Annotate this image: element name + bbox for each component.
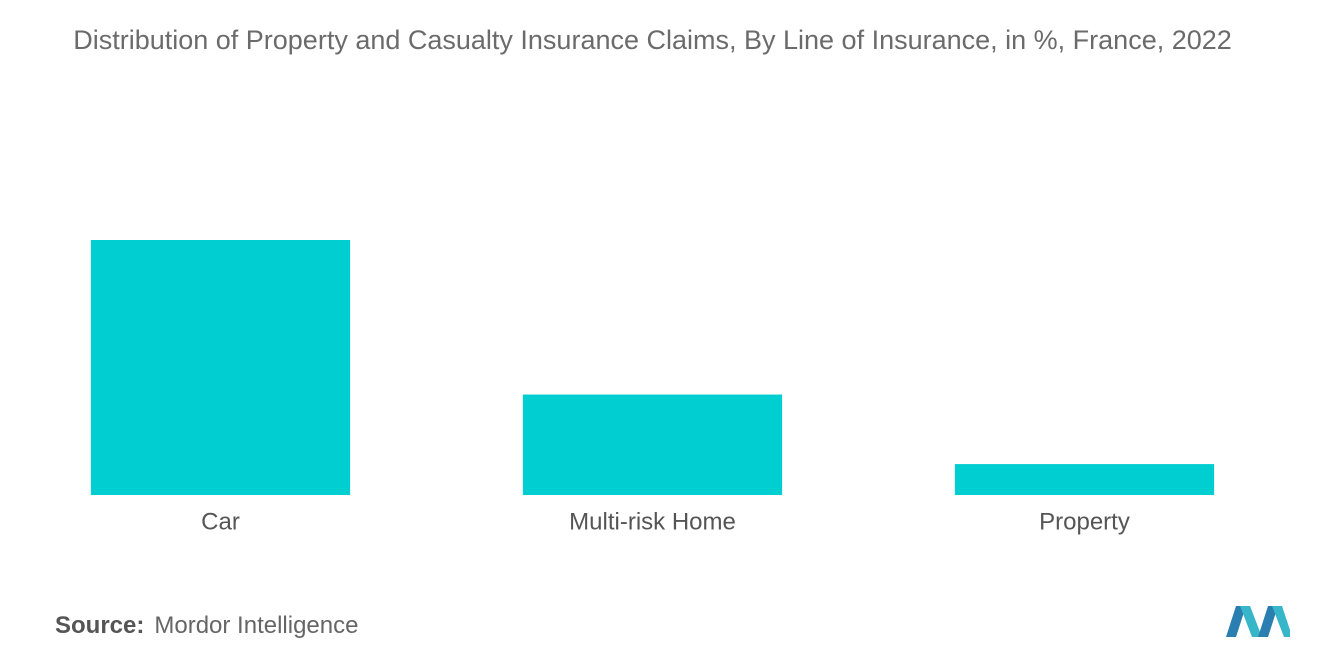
x-tick-label: Multi-risk Home — [569, 508, 736, 535]
chart-title: Distribution of Property and Casualty In… — [73, 25, 1232, 55]
source-text: Mordor Intelligence — [154, 612, 359, 639]
x-tick-label: Car — [201, 508, 240, 535]
source-label: Source: — [55, 612, 145, 639]
bar — [90, 240, 351, 495]
x-tick-label: Property — [1039, 508, 1130, 535]
bar — [954, 464, 1215, 495]
bar — [522, 394, 783, 495]
logo — [1226, 606, 1290, 637]
source: Source: Mordor Intelligence — [55, 612, 358, 640]
